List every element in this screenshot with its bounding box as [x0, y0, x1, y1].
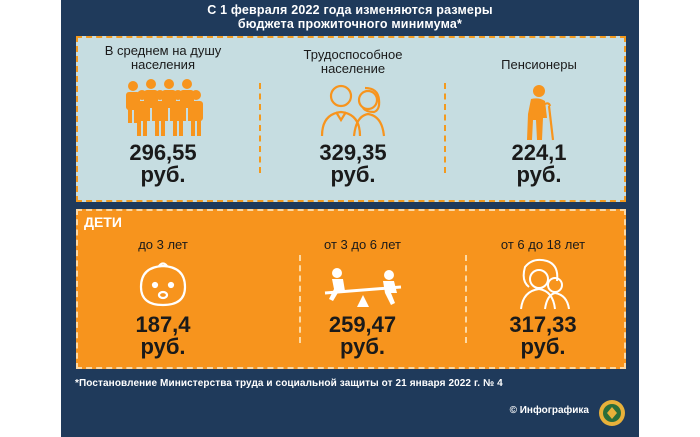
credit-text: © Инфографика — [509, 405, 589, 416]
children-3-to-6-column: от 3 до 6 лет 259,47 руб. — [275, 211, 450, 367]
couple-icon — [320, 84, 386, 137]
children-divider-2 — [465, 255, 467, 343]
age-6-18-currency: руб. — [520, 334, 566, 359]
pensioners-value: 224,1 — [511, 140, 567, 165]
pensioners-currency: руб. — [516, 162, 562, 187]
adults-pensioners-column: Пенсионеры 224,1 руб. — [454, 38, 624, 200]
children-under-3-column: до 3 лет 187,4 руб. — [78, 211, 248, 367]
baby-face-icon — [139, 262, 187, 307]
age-6-18-label: от 6 до 18 лет — [500, 237, 586, 252]
footnote: *Постановление Министерства труда и соци… — [75, 378, 503, 389]
under-3-currency: руб. — [140, 334, 186, 359]
adults-divider-2 — [444, 83, 446, 173]
adults-average-column: В среднем на душу населения 296,55 руб. — [78, 38, 248, 200]
title-line-2: бюджета прожиточного минимума* — [237, 17, 463, 31]
adults-divider-1 — [259, 83, 261, 173]
age-3-6-value: 259,47 — [328, 312, 397, 337]
under-3-label: до 3 лет — [138, 237, 188, 252]
crowd-icon — [126, 79, 203, 136]
age-3-6-label: от 3 до 6 лет — [324, 237, 401, 252]
pensioners-label: Пенсионеры — [501, 57, 577, 72]
elderly-person-icon — [527, 85, 555, 141]
seesaw-icon — [324, 268, 401, 307]
working-value: 329,35 — [319, 140, 387, 165]
age-3-6-currency: руб. — [339, 334, 386, 359]
average-value: 296,55 — [129, 140, 197, 165]
adults-panel: В среднем на душу населения 296,55 руб. — [76, 36, 626, 202]
emblem-icon — [599, 400, 625, 426]
working-currency: руб. — [330, 162, 376, 187]
teenagers-icon — [520, 258, 570, 310]
working-label-line-1: Трудоспособное — [303, 47, 403, 62]
page-title: С 1 февраля 2022 года изменяются размеры… — [61, 3, 639, 31]
title-line-1: С 1 февраля 2022 года изменяются размеры — [207, 3, 493, 17]
under-3-value: 187,4 — [135, 312, 191, 337]
children-panel: ДЕТИ до 3 лет 187,4 руб. от 3 до 6 лет — [76, 209, 626, 369]
average-currency: руб. — [140, 162, 186, 187]
age-6-18-value: 317,33 — [509, 312, 577, 337]
adults-working-column: Трудоспособное население 329,35 руб. — [268, 38, 438, 200]
working-label-line-2: население — [320, 61, 386, 76]
children-title: ДЕТИ — [84, 214, 122, 230]
children-divider-1 — [299, 255, 301, 343]
average-label-line-2: населения — [130, 57, 195, 72]
children-6-to-18-column: от 6 до 18 лет 317,33 руб. — [458, 211, 628, 367]
average-label-line-1: В среднем на душу — [104, 43, 222, 58]
infographic-poster: С 1 февраля 2022 года изменяются размеры… — [61, 0, 639, 437]
